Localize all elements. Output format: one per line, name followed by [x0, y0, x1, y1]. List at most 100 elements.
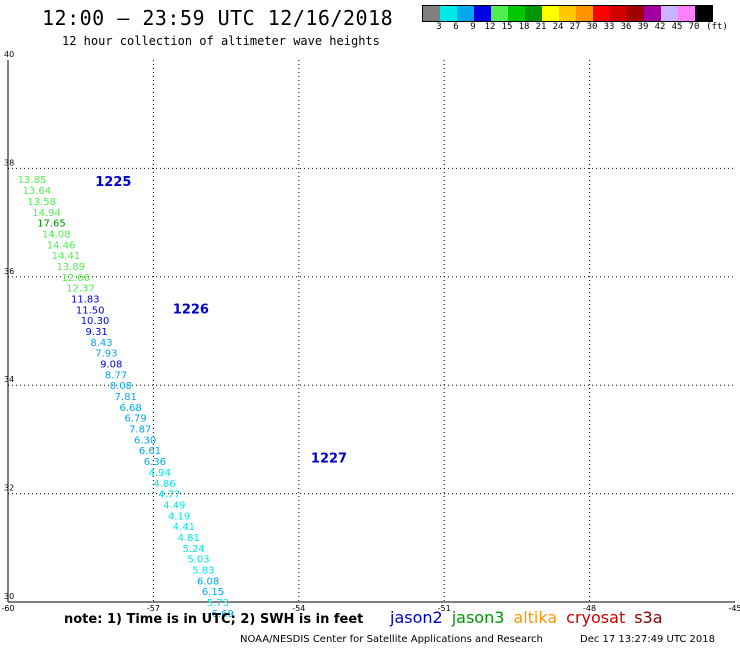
wave-height-value: 14.41: [52, 251, 81, 262]
legend-swatch: [457, 6, 474, 21]
mission-label: cryosat: [566, 608, 626, 627]
x-tick-label: -48: [583, 604, 596, 613]
mission-label: s3a: [634, 608, 663, 627]
legend-label: 15: [501, 22, 513, 32]
wave-height-value: 11.50: [76, 305, 105, 316]
legend-swatch: [491, 6, 508, 21]
y-tick-label: 32: [4, 484, 14, 493]
legend-swatch: [610, 6, 627, 21]
wave-height-value: 13.85: [18, 175, 47, 186]
wave-height-value: 14.94: [32, 208, 61, 219]
pass-number-label: 1225: [95, 175, 131, 190]
legend-swatch: [559, 6, 576, 21]
legend-swatch: [423, 6, 440, 21]
legend-label: 24: [552, 22, 564, 32]
legend-label: 42: [654, 22, 666, 32]
wave-height-value: 4.41: [173, 522, 195, 533]
wave-height-value: 14.08: [42, 229, 71, 240]
wave-height-value: 13.64: [23, 186, 52, 197]
map-title: 12:00 – 23:59 UTC 12/16/2018: [42, 6, 394, 30]
wave-height-value: 6.61: [139, 446, 161, 457]
y-tick-label: 38: [4, 158, 14, 167]
wave-height-value: 11.83: [71, 294, 100, 305]
legend-label: 36: [620, 22, 632, 32]
wave-height-value: 9.31: [86, 327, 108, 338]
pass-number-label: 1226: [173, 302, 209, 317]
mission-legend: jason2 jason3 altika cryosat s3a: [390, 608, 672, 627]
legend-swatch: [474, 6, 491, 21]
wave-height-value: 5.73: [207, 598, 229, 609]
color-legend: [422, 5, 713, 22]
legend-label: 18: [518, 22, 530, 32]
legend-swatch: [627, 6, 644, 21]
wave-height-value: 9.08: [100, 360, 122, 371]
map-subtitle: 12 hour collection of altimeter wave hei…: [62, 34, 380, 48]
legend-label: 45: [671, 22, 683, 32]
credit-line: NOAA/NESDIS Center for Satellite Applica…: [240, 634, 543, 645]
footer-note: note: 1) Time is in UTC; 2) SWH is in fe…: [64, 612, 364, 627]
legend-swatch: [576, 6, 593, 21]
wave-height-value: 8.43: [90, 338, 112, 349]
legend-label: 6: [453, 22, 459, 32]
legend-swatch: [440, 6, 457, 21]
generated-timestamp: Dec 17 13:27:49 UTC 2018: [580, 634, 715, 645]
legend-swatch: [644, 6, 661, 21]
legend-label: 12: [484, 22, 496, 32]
wave-height-value: 6.79: [124, 414, 146, 425]
wave-height-value: 4.81: [178, 533, 200, 544]
wave-height-value: 6.30: [134, 435, 156, 446]
legend-swatch: [695, 6, 712, 21]
pass-number-label: 1227: [311, 451, 347, 466]
wave-height-value: 4.77: [158, 490, 180, 501]
legend-swatch: [508, 6, 525, 21]
legend-label: 39: [637, 22, 649, 32]
legend-label: 33: [603, 22, 615, 32]
wave-height-value: 6.08: [197, 576, 219, 587]
legend-label: 3: [436, 22, 442, 32]
wave-height-value: 13.58: [27, 197, 56, 208]
x-tick-label: -51: [438, 604, 451, 613]
legend-label: 30: [586, 22, 598, 32]
wave-height-value: 4.19: [168, 511, 190, 522]
legend-label: 9: [470, 22, 476, 32]
wave-height-value: 4.86: [153, 479, 175, 490]
mission-label: jason3: [451, 608, 505, 627]
y-tick-label: 36: [4, 267, 14, 276]
wave-height-value: 6.69: [212, 609, 234, 620]
legend-swatch: [661, 6, 678, 21]
legend-swatch: [678, 6, 695, 21]
wave-height-value: 8.77: [105, 370, 127, 381]
x-tick-label: -54: [292, 604, 305, 613]
legend-label: 70: [688, 22, 700, 32]
legend-unit: (ft): [706, 22, 728, 32]
wave-height-value: 17.65: [37, 219, 66, 230]
wave-height-value: 7.81: [115, 392, 137, 403]
y-tick-label: 40: [4, 50, 14, 59]
wave-height-value: 8.08: [110, 381, 132, 392]
wave-height-value: 5.24: [182, 544, 204, 555]
legend-label: 21: [535, 22, 547, 32]
wave-height-value: 5.03: [187, 555, 209, 566]
wave-height-value: 13.89: [56, 262, 85, 273]
wave-height-value: 6.68: [119, 403, 141, 414]
legend-label: 27: [569, 22, 581, 32]
wave-height-value: 4.94: [149, 468, 171, 479]
y-tick-label: 34: [4, 375, 14, 384]
wave-height-value: 5.83: [192, 565, 214, 576]
legend-swatch: [525, 6, 542, 21]
wave-height-value: 12.37: [66, 284, 95, 295]
wave-height-value: 12.06: [61, 273, 90, 284]
legend-swatch: [593, 6, 610, 21]
mission-label: altika: [513, 608, 558, 627]
wave-height-value: 14.46: [47, 240, 76, 251]
legend-swatch: [542, 6, 559, 21]
wave-height-value: 6.36: [144, 457, 166, 468]
wave-height-value: 4.49: [163, 500, 185, 511]
wave-height-value: 7.87: [129, 425, 151, 436]
wave-height-value: 7.93: [95, 349, 117, 360]
wave-height-value: 10.30: [81, 316, 110, 327]
y-tick-label: 30: [4, 592, 14, 601]
wave-height-value: 6.15: [202, 587, 224, 598]
